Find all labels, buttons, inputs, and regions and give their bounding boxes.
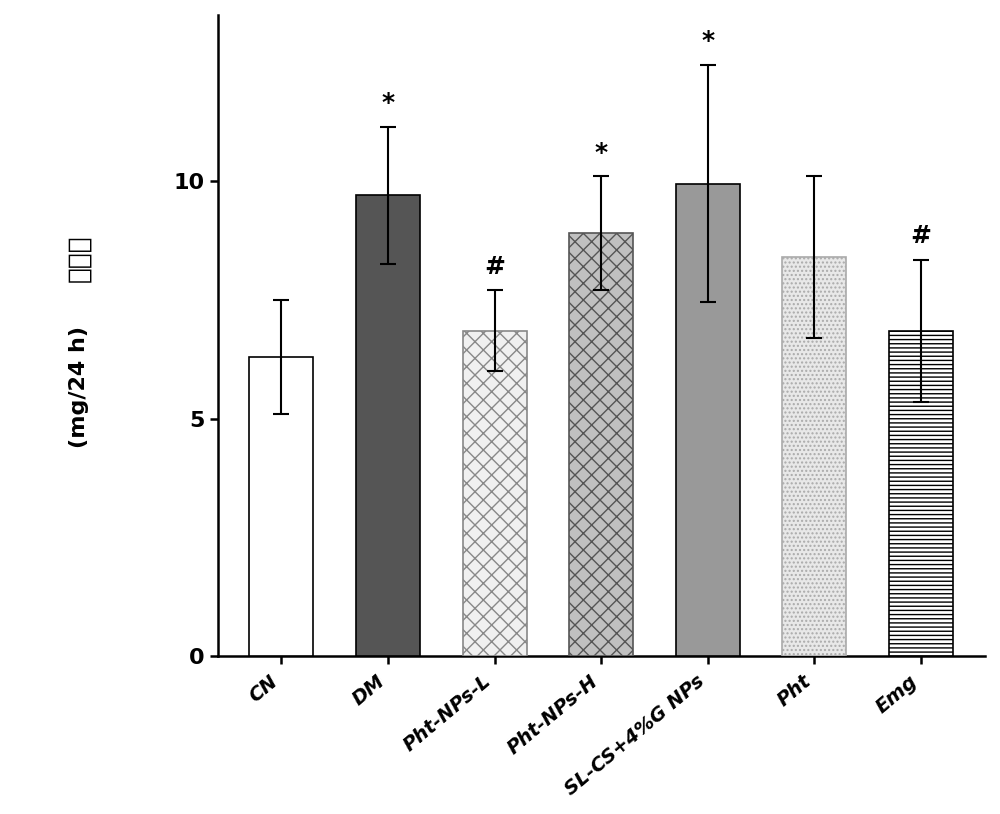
Text: 尿蜗白: 尿蜗白	[66, 235, 92, 282]
Bar	[569, 234, 633, 656]
Bar	[889, 330, 953, 656]
Text: *: *	[701, 29, 714, 53]
Text: *: *	[595, 141, 608, 164]
Text: (mg/24 h): (mg/24 h)	[69, 326, 89, 448]
Bar	[782, 257, 846, 656]
Bar	[356, 195, 420, 656]
Text: #: #	[484, 255, 505, 278]
Text: *: *	[381, 90, 395, 115]
Bar	[249, 357, 313, 656]
Bar	[463, 330, 527, 656]
Text: #: #	[911, 224, 932, 247]
Bar	[676, 184, 740, 656]
